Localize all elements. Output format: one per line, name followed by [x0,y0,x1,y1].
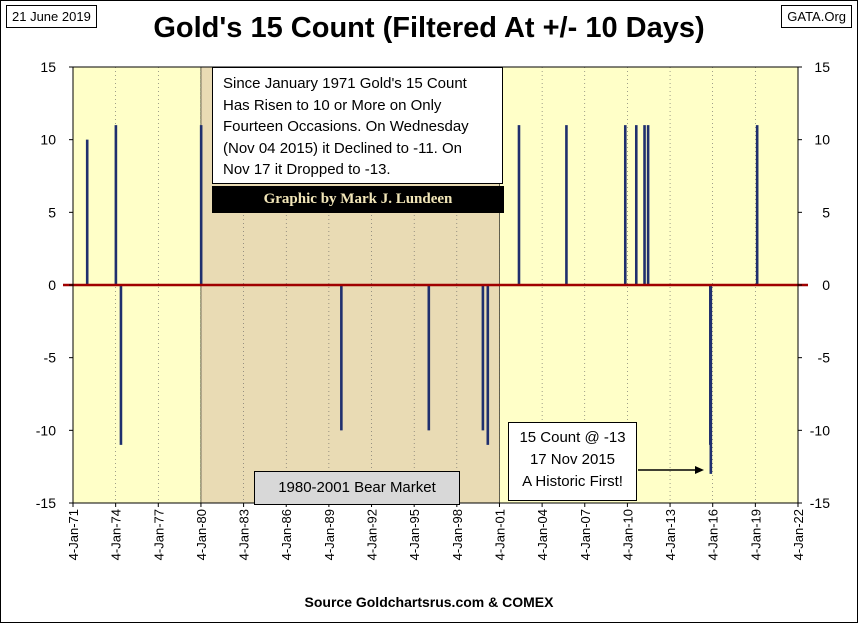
date-tag: 21 June 2019 [6,5,97,28]
source-note: Source Goldchartsrus.com & COMEX [304,594,554,610]
credit-banner: Graphic by Mark J. Lundeen [212,186,504,213]
x-tick-label: 4-Jan-80 [194,509,209,560]
record-arrow [638,466,704,474]
info-line: Nov 17 it Dropped to -13. [223,161,391,178]
y-axis-left: -15 -10 -5 0 5 10 15 [36,59,73,511]
y-tick-label-right: 15 [814,59,830,75]
y-axis-right: -15 -10 -5 0 5 10 15 [798,59,830,511]
y-tick-label-right: 10 [814,132,830,148]
x-tick-label: 4-Jan-10 [620,509,635,560]
info-line: Since January 1971 Gold's 15 Count [223,75,467,92]
x-tick-label: 4-Jan-98 [450,509,465,560]
y-tick-label-right: -15 [810,495,830,511]
y-tick-label: -10 [36,422,56,438]
record-annotation: 15 Count @ -13 17 Nov 2015 A Historic Fi… [508,422,637,501]
y-tick-label: 10 [40,132,56,148]
bar-series [85,125,759,474]
x-tick-label: 4-Jan-92 [365,509,380,560]
x-tick-label: 4-Jan-16 [706,509,721,560]
bear-market-label: 1980-2001 Bear Market [254,471,460,505]
chart-title: Gold's 15 Count (Filtered At +/- 10 Days… [153,12,705,44]
site-tag: GATA.Org [781,5,852,28]
y-tick-label-right: -5 [818,350,831,366]
record-line: 17 Nov 2015 [529,451,616,468]
x-tick-label: 4-Jan-13 [663,509,678,560]
y-tick-label: 5 [48,204,56,220]
x-tick-label: 4-Jan-77 [151,509,166,560]
x-tick-label: 4-Jan-71 [66,509,81,560]
y-tick-label-right: 5 [822,204,830,220]
x-tick-label: 4-Jan-86 [279,509,294,560]
y-tick-label-right: 0 [822,277,830,293]
info-line: Has Risen to 10 or More on Only [223,96,442,114]
x-tick-label: 4-Jan-04 [535,509,550,560]
record-line: A Historic First! [522,473,623,490]
x-tick-label: 4-Jan-07 [578,509,593,560]
x-tick-label: 4-Jan-95 [407,509,422,560]
y-tick-label: 15 [40,59,56,75]
x-tick-label: 4-Jan-01 [492,509,507,560]
y-tick-label-right: -10 [810,422,830,438]
x-tick-label: 4-Jan-74 [109,509,124,560]
x-tick-label: 4-Jan-83 [237,509,252,560]
x-tick-label: 4-Jan-22 [791,509,806,560]
info-annotation: Since January 1971 Gold's 15 Count Has R… [212,67,503,184]
x-axis: 4-Jan-71 4-Jan-74 4-Jan-77 4-Jan-80 4-Jan-83… [66,503,806,560]
info-line: Fourteen Occasions. On Wednesday [223,118,469,135]
y-tick-label: -5 [44,350,57,366]
x-tick-label: 4-Jan-89 [322,509,337,560]
info-line: (Nov 04 2015) it Declined to -11. On [223,139,463,157]
x-tick-label: 4-Jan-19 [748,509,763,560]
record-line: 15 Count @ -13 [519,429,626,446]
y-tick-label: 0 [48,277,56,293]
y-tick-label: -15 [36,495,56,511]
